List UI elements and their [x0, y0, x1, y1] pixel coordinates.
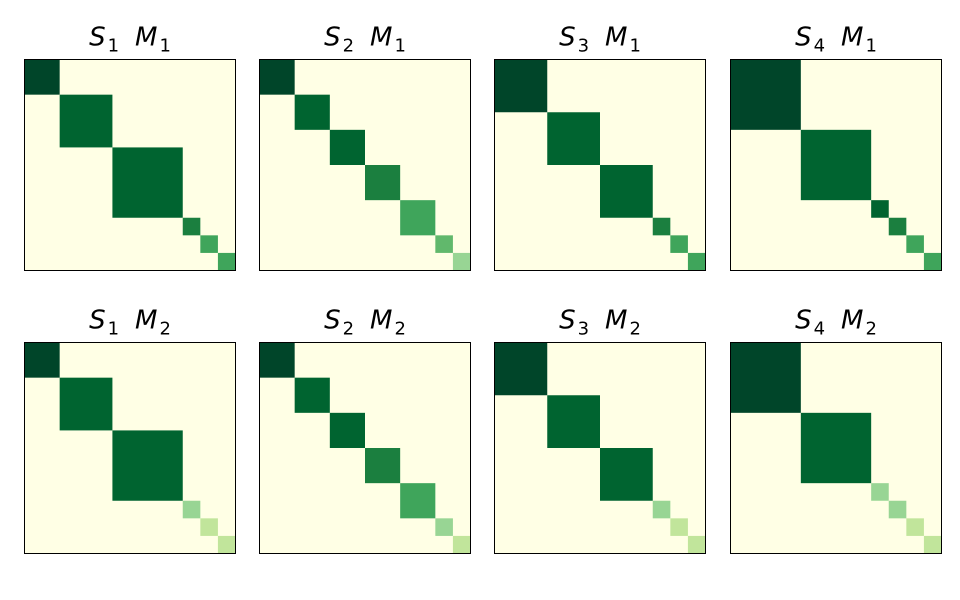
heatmap-block-4 — [182, 500, 201, 519]
heatmap-block-3 — [871, 483, 889, 501]
heatmap-block-1 — [259, 342, 295, 378]
heatmap-block-5 — [670, 518, 688, 536]
heatmap-block-2 — [294, 94, 330, 130]
panel-frame — [494, 59, 706, 271]
heatmap-block-4 — [888, 217, 907, 236]
heatmap-block-2 — [800, 412, 872, 484]
heatmap-block-5 — [200, 518, 218, 536]
heatmap-block-7 — [452, 535, 471, 554]
heatmap-block-2 — [59, 94, 113, 148]
heatmap-block-6 — [217, 252, 236, 271]
heatmap-block-2 — [547, 395, 600, 448]
heatmap-block-6 — [923, 535, 942, 554]
heatmap-block-4 — [652, 217, 671, 236]
heatmap-block-1 — [259, 59, 295, 95]
heatmap-block-2 — [59, 377, 113, 431]
panel-frame — [259, 59, 471, 271]
heatmap-block-1 — [730, 342, 801, 413]
heatmap-block-5 — [906, 235, 924, 253]
heatmap-block-4 — [888, 500, 907, 519]
heatmap-block-6 — [435, 518, 453, 536]
heatmap-block-3 — [329, 129, 365, 165]
heatmap-block-1 — [24, 342, 60, 378]
panel-frame — [259, 342, 471, 554]
heatmap-block-3 — [600, 448, 653, 501]
heatmap-block-1 — [24, 59, 60, 95]
heatmap-block-5 — [670, 235, 688, 253]
heatmap-block-2 — [800, 129, 872, 201]
heatmap-block-4 — [365, 448, 401, 484]
panel-frame — [494, 342, 706, 554]
heatmap-block-4 — [365, 165, 401, 201]
panel-frame — [730, 342, 942, 554]
heatmap-block-6 — [923, 252, 942, 271]
panel-frame — [24, 59, 236, 271]
heatmap-block-2 — [547, 112, 600, 165]
heatmap-block-3 — [600, 165, 653, 218]
panel-frame — [730, 59, 942, 271]
heatmap-block-3 — [112, 430, 183, 501]
heatmap-block-6 — [687, 252, 706, 271]
heatmap-block-5 — [906, 518, 924, 536]
panel-frame — [24, 342, 236, 554]
heatmap-block-5 — [400, 200, 436, 236]
heatmap-block-5 — [400, 483, 436, 519]
heatmap-block-6 — [435, 235, 453, 253]
heatmap-block-4 — [182, 217, 201, 236]
heatmap-block-3 — [112, 147, 183, 218]
heatmap-block-1 — [730, 59, 801, 130]
heatmap-block-4 — [652, 500, 671, 519]
heatmap-block-6 — [217, 535, 236, 554]
heatmap-block-3 — [871, 200, 889, 218]
heatmap-block-7 — [452, 252, 471, 271]
heatmap-block-2 — [294, 377, 330, 413]
heatmap-block-1 — [494, 342, 548, 396]
heatmap-block-5 — [200, 235, 218, 253]
heatmap-block-6 — [687, 535, 706, 554]
heatmap-block-3 — [329, 412, 365, 448]
heatmap-block-1 — [494, 59, 548, 113]
